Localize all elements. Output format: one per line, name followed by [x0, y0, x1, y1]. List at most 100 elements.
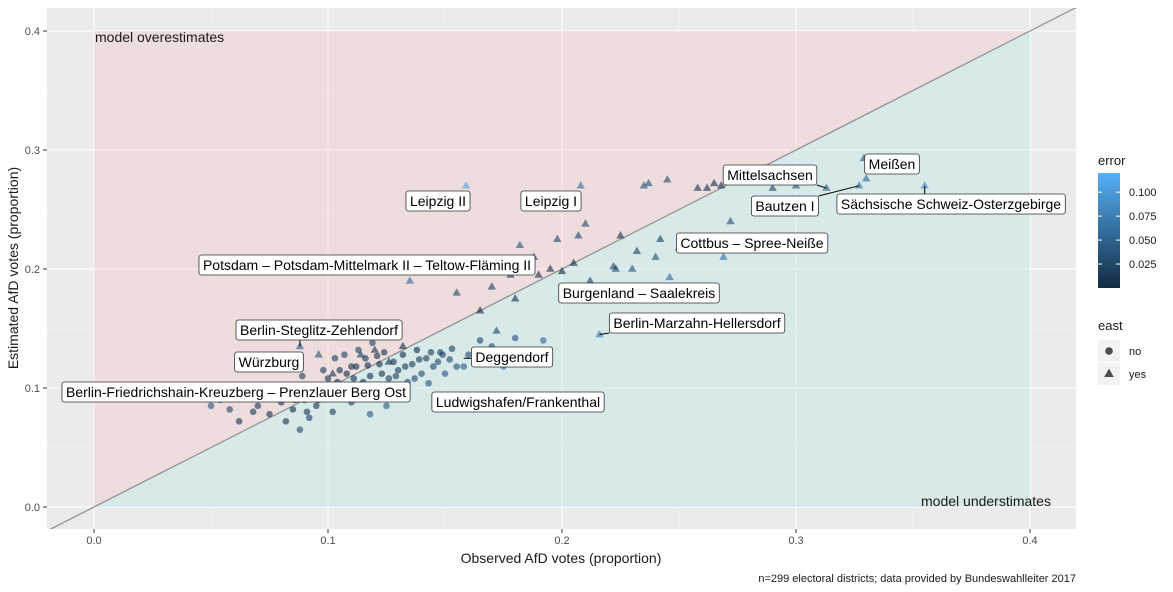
data-point-circle — [348, 363, 355, 370]
data-point-circle — [350, 375, 358, 382]
legend-triangle-icon — [1104, 368, 1114, 377]
data-point-triangle — [574, 231, 583, 239]
point-label-box — [520, 190, 582, 212]
point-label-box — [198, 254, 536, 276]
data-point-triangle — [314, 350, 323, 358]
data-point-circle — [289, 406, 297, 413]
point-label-text: Deggendorf — [475, 349, 548, 365]
data-point-circle — [476, 337, 484, 344]
data-point-circle — [341, 351, 348, 358]
point-label: Bautzen I — [751, 195, 819, 217]
data-point-circle — [249, 408, 257, 416]
point-label-box — [608, 312, 786, 334]
data-point-triangle — [405, 276, 415, 284]
data-point-circle — [413, 346, 421, 354]
data-point-triangle — [656, 234, 665, 243]
data-point-triangle — [475, 306, 485, 314]
data-point-triangle — [665, 272, 674, 281]
point-label-box — [235, 319, 403, 341]
data-point-triangle — [716, 181, 726, 189]
x-tick-label: 0.4 — [1022, 535, 1037, 547]
x-tick-label: 0.3 — [788, 535, 803, 547]
data-point-triangle — [639, 181, 649, 189]
point-label-text: Berlin-Steglitz-Zehlendorf — [240, 322, 398, 338]
data-point-triangle — [398, 341, 408, 350]
data-point-triangle — [576, 181, 585, 189]
label-leader-line — [816, 184, 827, 189]
point-label-text: Berlin-Marzahn-Hellersdorf — [613, 315, 780, 331]
point-label-box — [61, 381, 411, 403]
data-point-triangle — [557, 266, 567, 275]
data-point-circle — [373, 352, 381, 360]
colorbar-tick-label: 0.100 — [1129, 187, 1157, 199]
data-point-triangle — [651, 252, 660, 260]
point-label-text: Leipzig I — [525, 193, 577, 209]
data-point-circle — [539, 337, 547, 344]
x-axis-title: Observed AfD votes (proportion) — [461, 550, 662, 566]
data-point-circle — [425, 379, 432, 387]
data-point-triangle — [461, 181, 471, 189]
data-point-circle — [226, 406, 234, 413]
data-point-triangle — [616, 231, 625, 239]
y-axis-title: Estimated AfD votes (proportion) — [5, 167, 21, 369]
data-point-circle — [329, 408, 336, 416]
data-point-circle — [266, 410, 273, 418]
data-point-circle — [434, 358, 442, 366]
data-point-circle — [296, 426, 304, 433]
point-label: Burgenland – Saalekreis — [558, 282, 720, 304]
point-label-box — [431, 391, 605, 413]
data-point-triangle — [768, 183, 777, 191]
data-point-triangle — [515, 240, 525, 248]
data-point-circle — [352, 363, 360, 370]
data-point-triangle — [644, 178, 653, 187]
data-point-triangle — [862, 173, 871, 182]
y-tick-label: 0.3 — [25, 145, 40, 157]
legend-error: error 0.025 0.050 0.075 0.100 — [1098, 153, 1157, 288]
point-label-box — [836, 193, 1066, 215]
point-label-box — [722, 164, 818, 186]
data-point-circle — [511, 334, 519, 342]
point-label: Potsdam – Potsdam-Mittelmark II – Teltow… — [198, 254, 536, 276]
point-label-text: Cottbus – Spree-Neiße — [680, 235, 823, 251]
data-point-triangle — [693, 183, 702, 191]
data-point-circle — [415, 356, 423, 363]
legend-east: east no yes — [1098, 318, 1147, 385]
point-label: Leipzig I — [520, 190, 582, 212]
underestimate-annotation: model understimates — [921, 493, 1051, 509]
data-point-circle — [207, 402, 215, 410]
data-point-circle — [392, 372, 400, 380]
y-tick-label: 0.0 — [25, 502, 40, 514]
colorbar-tick-label: 0.050 — [1129, 235, 1157, 247]
point-label-box — [405, 190, 471, 212]
legend-label-yes: yes — [1129, 369, 1147, 381]
point-label-box — [234, 351, 304, 373]
data-point-triangle — [534, 270, 543, 278]
data-point-circle — [460, 363, 468, 370]
legend-error-ticks: 0.025 0.050 0.075 0.100 — [1098, 187, 1157, 271]
label-leader-line — [818, 185, 860, 197]
data-point-circle — [422, 354, 430, 362]
legend-error-title: error — [1098, 153, 1126, 168]
point-label-text: Leipzig II — [410, 193, 466, 209]
data-point-circle — [385, 375, 393, 382]
x-axis-ticks: 0.0 0.1 0.2 0.3 0.4 — [86, 529, 1038, 547]
data-point-circle — [439, 351, 446, 358]
legend-error-colorbar — [1098, 173, 1120, 288]
point-label-box — [864, 153, 920, 175]
label-leader-line — [599, 332, 610, 335]
data-point-triangle — [328, 369, 337, 377]
data-point-triangle — [356, 350, 365, 358]
point-label-text: Ludwigshafen/Frankenthal — [436, 394, 600, 410]
colorbar-tick-label: 0.075 — [1129, 211, 1157, 223]
y-axis-ticks: 0.0 0.1 0.2 0.3 0.4 — [25, 26, 47, 514]
y-tick-label: 0.2 — [25, 264, 40, 276]
data-point-circle — [303, 408, 311, 416]
data-point-circle — [254, 402, 262, 410]
data-point-circle — [430, 363, 437, 370]
data-point-triangle — [719, 252, 728, 260]
point-label-text: Bautzen I — [755, 198, 814, 214]
data-point-circle — [378, 370, 386, 378]
data-point-circle — [465, 351, 472, 358]
data-point-triangle — [384, 357, 394, 365]
